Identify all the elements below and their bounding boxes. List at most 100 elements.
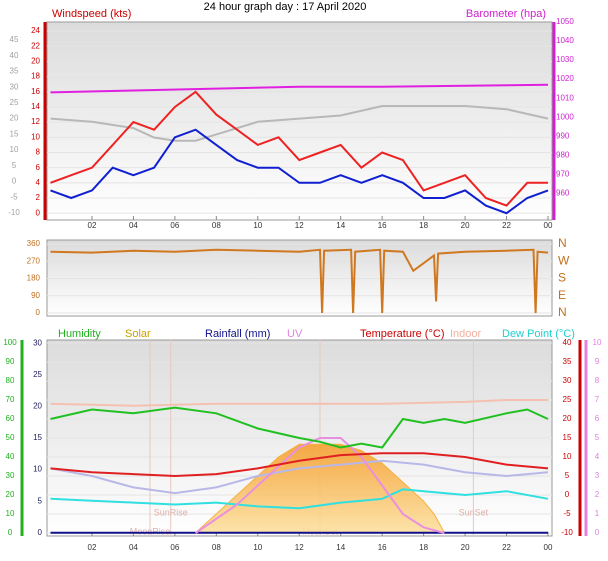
x-tick-label: 04: [129, 543, 138, 552]
y-tick-label: 40: [6, 452, 15, 461]
y3-tick-label: 5: [12, 161, 17, 170]
y2-tick-label: 1050: [556, 17, 574, 26]
x-tick-label: 06: [170, 221, 179, 230]
y2-tick-label: 25: [563, 395, 572, 404]
line: [50, 83, 549, 94]
x-tick-label: 10: [253, 221, 262, 230]
y2-tick-label: N: [558, 236, 567, 250]
y4-tick-label: 2: [595, 490, 600, 499]
y3-tick-label: 30: [33, 338, 42, 347]
x-tick-label: 00: [544, 543, 553, 552]
y3-tick-label: 0: [12, 177, 17, 186]
x-tick-label: 14: [336, 543, 345, 552]
y-tick-label: 60: [6, 414, 15, 423]
y-tick-label: 70: [6, 395, 15, 404]
y3-tick-label: 25: [10, 98, 19, 107]
y3-tick-label: 40: [10, 51, 19, 60]
line: [50, 90, 548, 207]
legend-entry: UV: [287, 328, 303, 340]
x-tick-label: 08: [212, 221, 221, 230]
line: [50, 488, 549, 510]
y4-tick-label: 1: [595, 509, 600, 518]
y4-tick-label: 10: [593, 338, 602, 347]
x-tick-label: 22: [502, 221, 511, 230]
y2-tick-label: 980: [556, 150, 570, 159]
y-tick-label: 0: [36, 308, 41, 317]
y3-tick-label: 0: [38, 528, 43, 537]
y2-tick-label: N: [558, 305, 567, 319]
legend-entry: Dew Point (°C): [502, 328, 575, 340]
y2-tick-label: -5: [563, 509, 571, 518]
y2-axis-label: Barometer (hpa): [466, 8, 546, 20]
y3-tick-label: -5: [10, 192, 18, 201]
y2-tick-label: 990: [556, 131, 570, 140]
legend-entry: Temperature (°C): [360, 328, 444, 340]
y2-tick-label: 40: [563, 338, 572, 347]
chart-title: 24 hour graph day : 17 April 2020: [204, 1, 367, 13]
y-axis-label: Windspeed (kts): [52, 8, 131, 20]
x-tick-label: 18: [419, 543, 428, 552]
y3-tick-label: 35: [10, 67, 19, 76]
x-tick-label: 12: [295, 221, 304, 230]
y2-tick-label: 35: [563, 357, 572, 366]
line: [50, 459, 549, 495]
y-tick-label: 90: [31, 291, 40, 300]
y4-tick-label: 5: [595, 433, 600, 442]
y-tick-label: 16: [31, 87, 40, 96]
y4-tick-label: 0: [595, 528, 600, 537]
y-tick-label: 6: [36, 163, 41, 172]
x-tick-label: 20: [461, 543, 470, 552]
y-tick-label: 50: [6, 433, 15, 442]
y2-tick-label: 10: [563, 452, 572, 461]
y2-tick-label: 20: [563, 414, 572, 423]
y4-tick-label: 3: [595, 471, 600, 480]
y2-tick-label: S: [558, 271, 566, 285]
y-tick-label: 90: [6, 357, 15, 366]
annotation: SunRise: [154, 507, 188, 517]
y2-tick-label: 1040: [556, 36, 574, 45]
y-tick-label: 4: [36, 178, 41, 187]
y2-tick-label: 1010: [556, 93, 574, 102]
y2-tick-label: 970: [556, 169, 570, 178]
x-tick-label: 06: [170, 543, 179, 552]
x-tick-label: 00: [544, 221, 553, 230]
x-tick-label: 20: [461, 221, 470, 230]
y-tick-label: 20: [31, 57, 40, 66]
y2-tick-label: 5: [565, 471, 570, 480]
y-tick-label: 30: [6, 471, 15, 480]
x-tick-label: 08: [212, 543, 221, 552]
y4-tick-label: 6: [595, 414, 600, 423]
y-tick-label: 24: [31, 26, 40, 35]
y2-tick-label: 15: [563, 433, 572, 442]
y2-tick-label: 1030: [556, 55, 574, 64]
x-tick-label: 02: [88, 221, 97, 230]
y2-tick-label: W: [558, 253, 570, 267]
y3-tick-label: 20: [33, 401, 42, 410]
y3-tick-label: 10: [33, 465, 42, 474]
y4-tick-label: 9: [595, 357, 600, 366]
y-tick-label: 14: [31, 102, 40, 111]
y3-tick-label: 25: [33, 370, 42, 379]
y2-tick-label: 30: [563, 376, 572, 385]
annotation: MoonRise: [130, 526, 171, 536]
y3-tick-label: 30: [10, 82, 19, 91]
x-tick-label: 10: [253, 543, 262, 552]
line: [50, 406, 549, 449]
x-tick-label: 04: [129, 221, 138, 230]
legend-entry: Humidity: [58, 328, 101, 340]
area: [194, 443, 446, 534]
x-tick-label: 14: [336, 221, 345, 230]
y3-tick-label: -10: [8, 208, 20, 217]
annotation: SunSet: [459, 507, 489, 517]
x-tick-label: 16: [378, 221, 387, 230]
panel-wind: [46, 21, 553, 221]
y2-tick-label: 1020: [556, 74, 574, 83]
legend-entry: Solar: [125, 328, 151, 340]
y2-tick-label: 960: [556, 188, 570, 197]
y3-tick-label: 15: [10, 129, 19, 138]
y3-tick-label: 10: [10, 145, 19, 154]
y3-tick-label: 15: [33, 433, 42, 442]
y-tick-label: 18: [31, 72, 40, 81]
y-tick-label: 12: [31, 117, 40, 126]
